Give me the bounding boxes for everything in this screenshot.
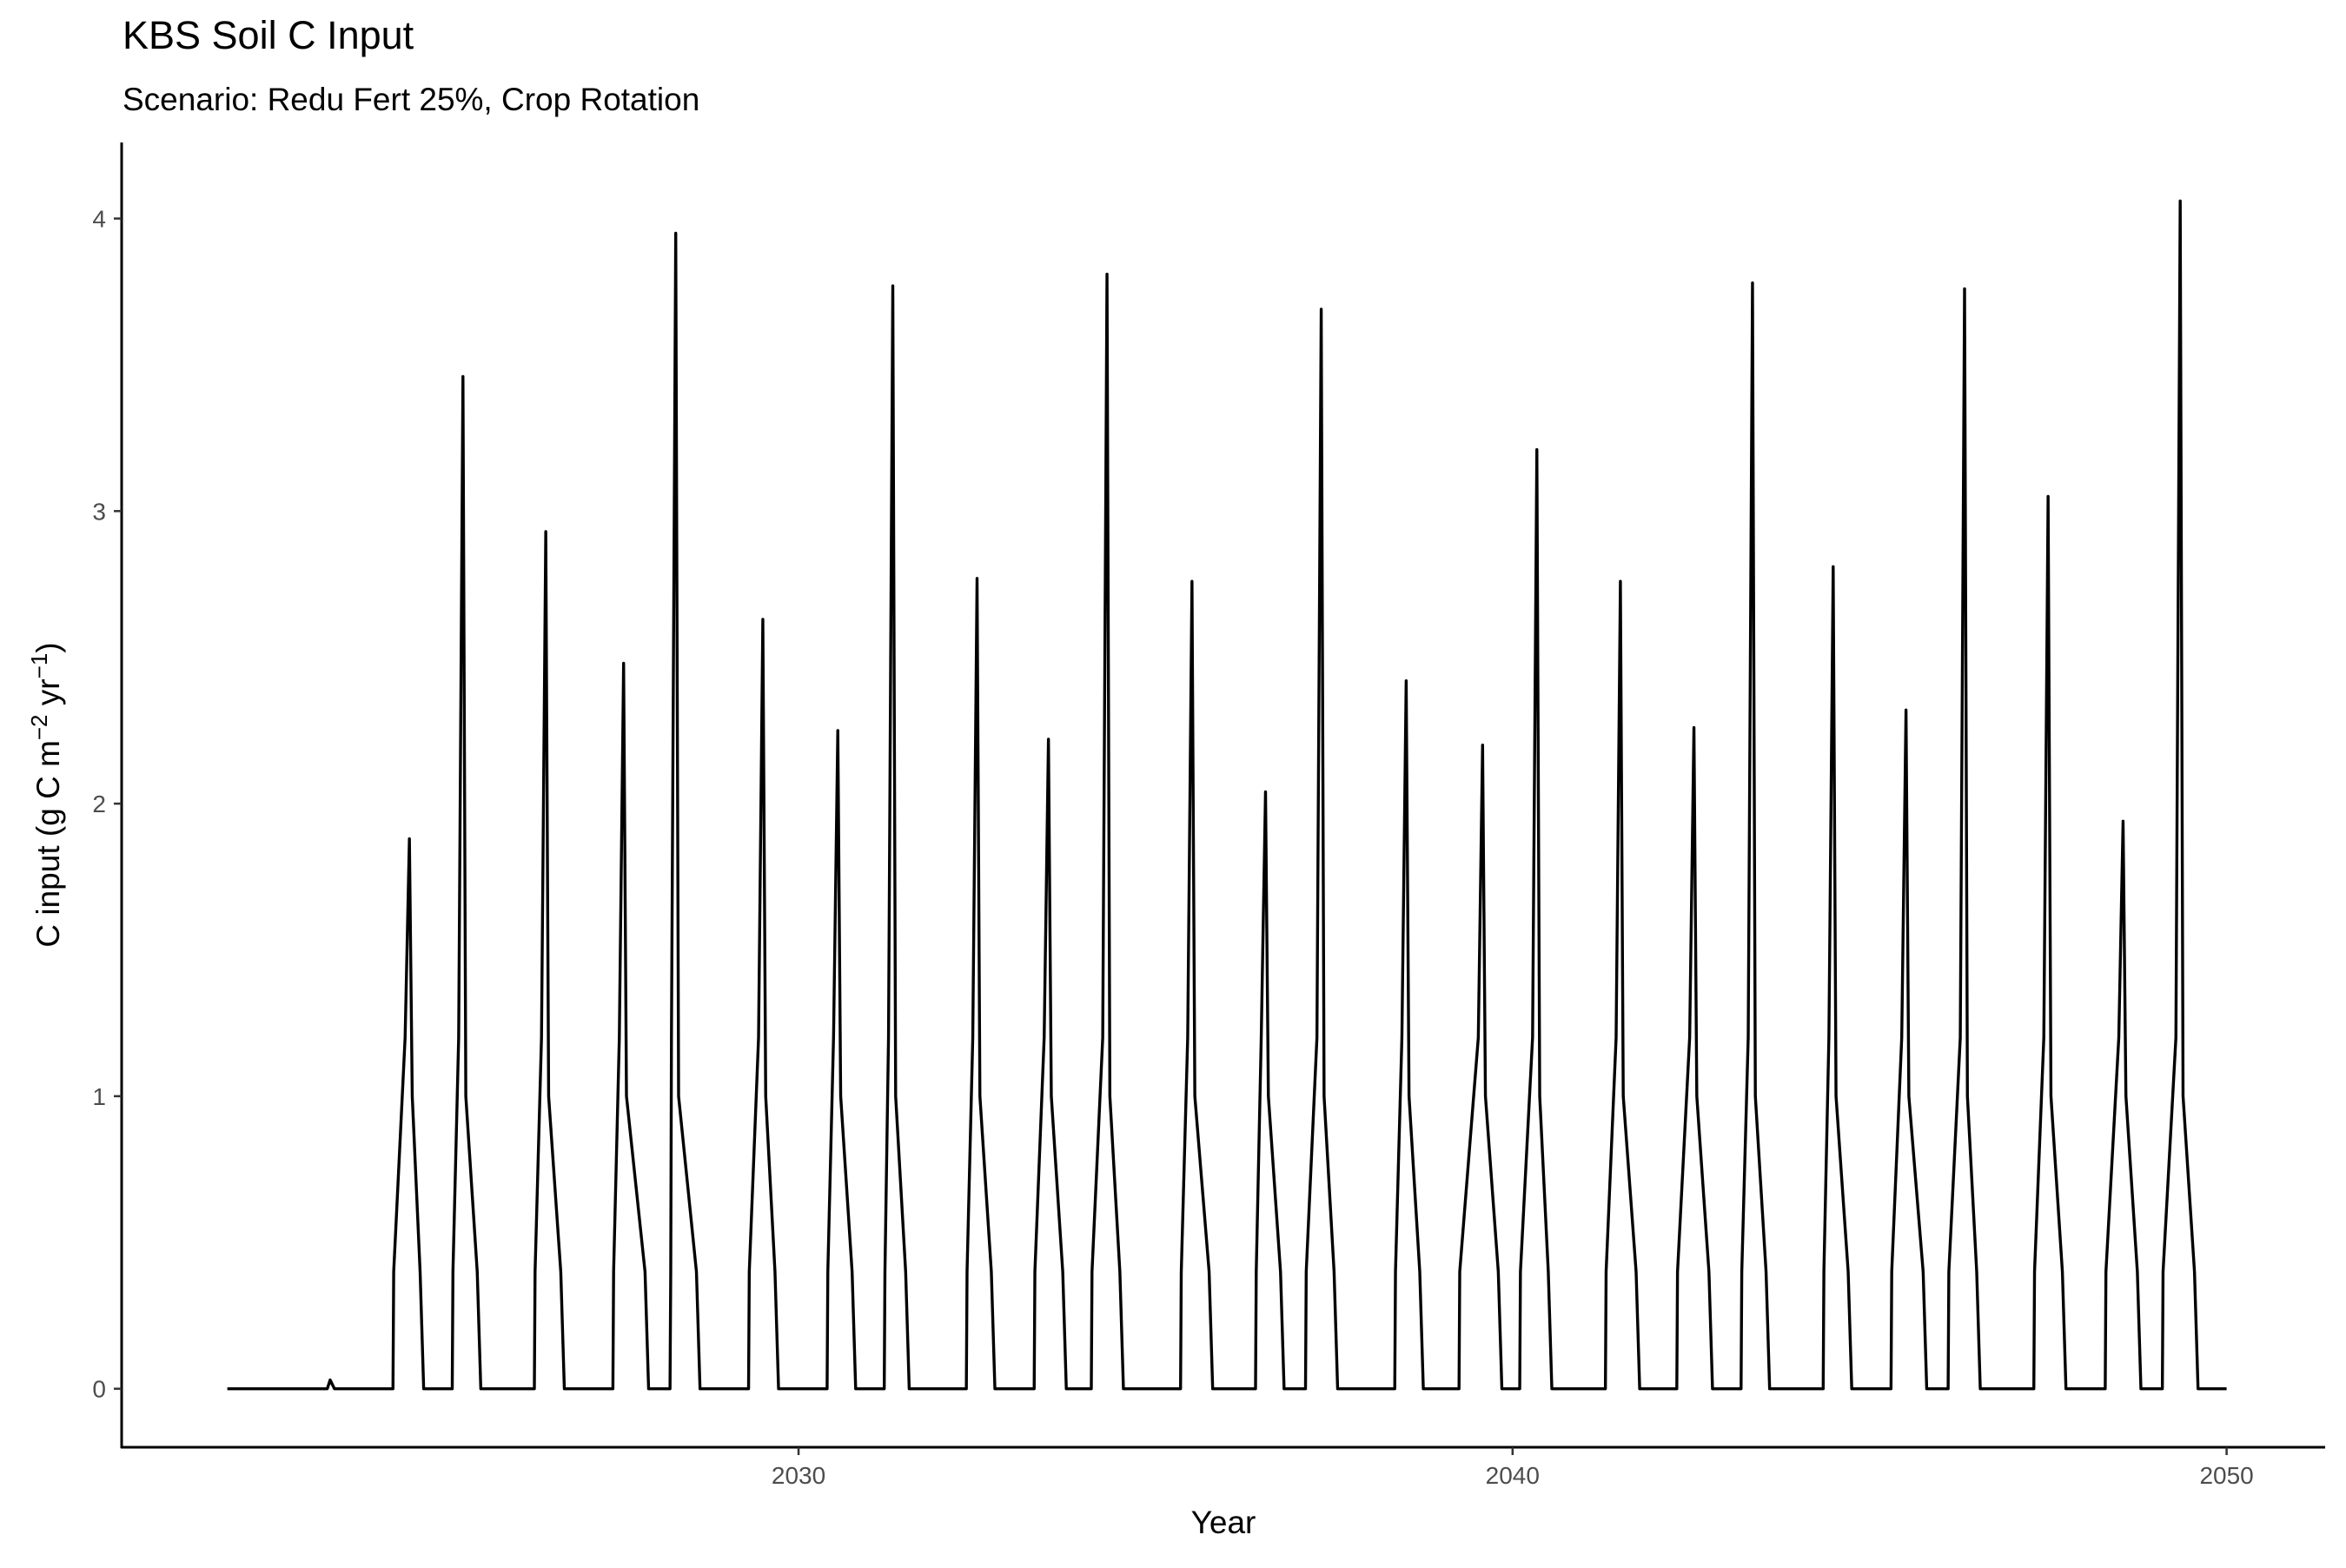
- data-line: [227, 199, 2227, 1391]
- chart-subtitle: Scenario: Redu Fert 25%, Crop Rotation: [123, 82, 699, 117]
- y-tick-label: 1: [92, 1083, 106, 1110]
- y-tick-label: 4: [92, 206, 106, 233]
- x-tick-label: 2030: [772, 1462, 825, 1489]
- x-tick-label: 2050: [2199, 1462, 2253, 1489]
- x-tick-label: 2040: [1486, 1462, 1540, 1489]
- y-axis-title-part: ): [30, 642, 66, 652]
- y-axis-title-part: yr: [30, 678, 66, 714]
- y-axis-title-part: C input (g C m: [30, 740, 66, 948]
- x-axis-title: Year: [1191, 1505, 1256, 1540]
- y-axis-title-sup: −2: [26, 714, 52, 740]
- y-axis-title: C input (g C m−2 yr−1): [26, 642, 66, 947]
- chart-title: KBS Soil C Input: [123, 13, 414, 57]
- y-axis-title-sup: −1: [26, 653, 52, 679]
- y-tick-label: 3: [92, 498, 106, 525]
- y-tick-label: 0: [92, 1376, 106, 1403]
- y-tick-label: 2: [92, 791, 106, 817]
